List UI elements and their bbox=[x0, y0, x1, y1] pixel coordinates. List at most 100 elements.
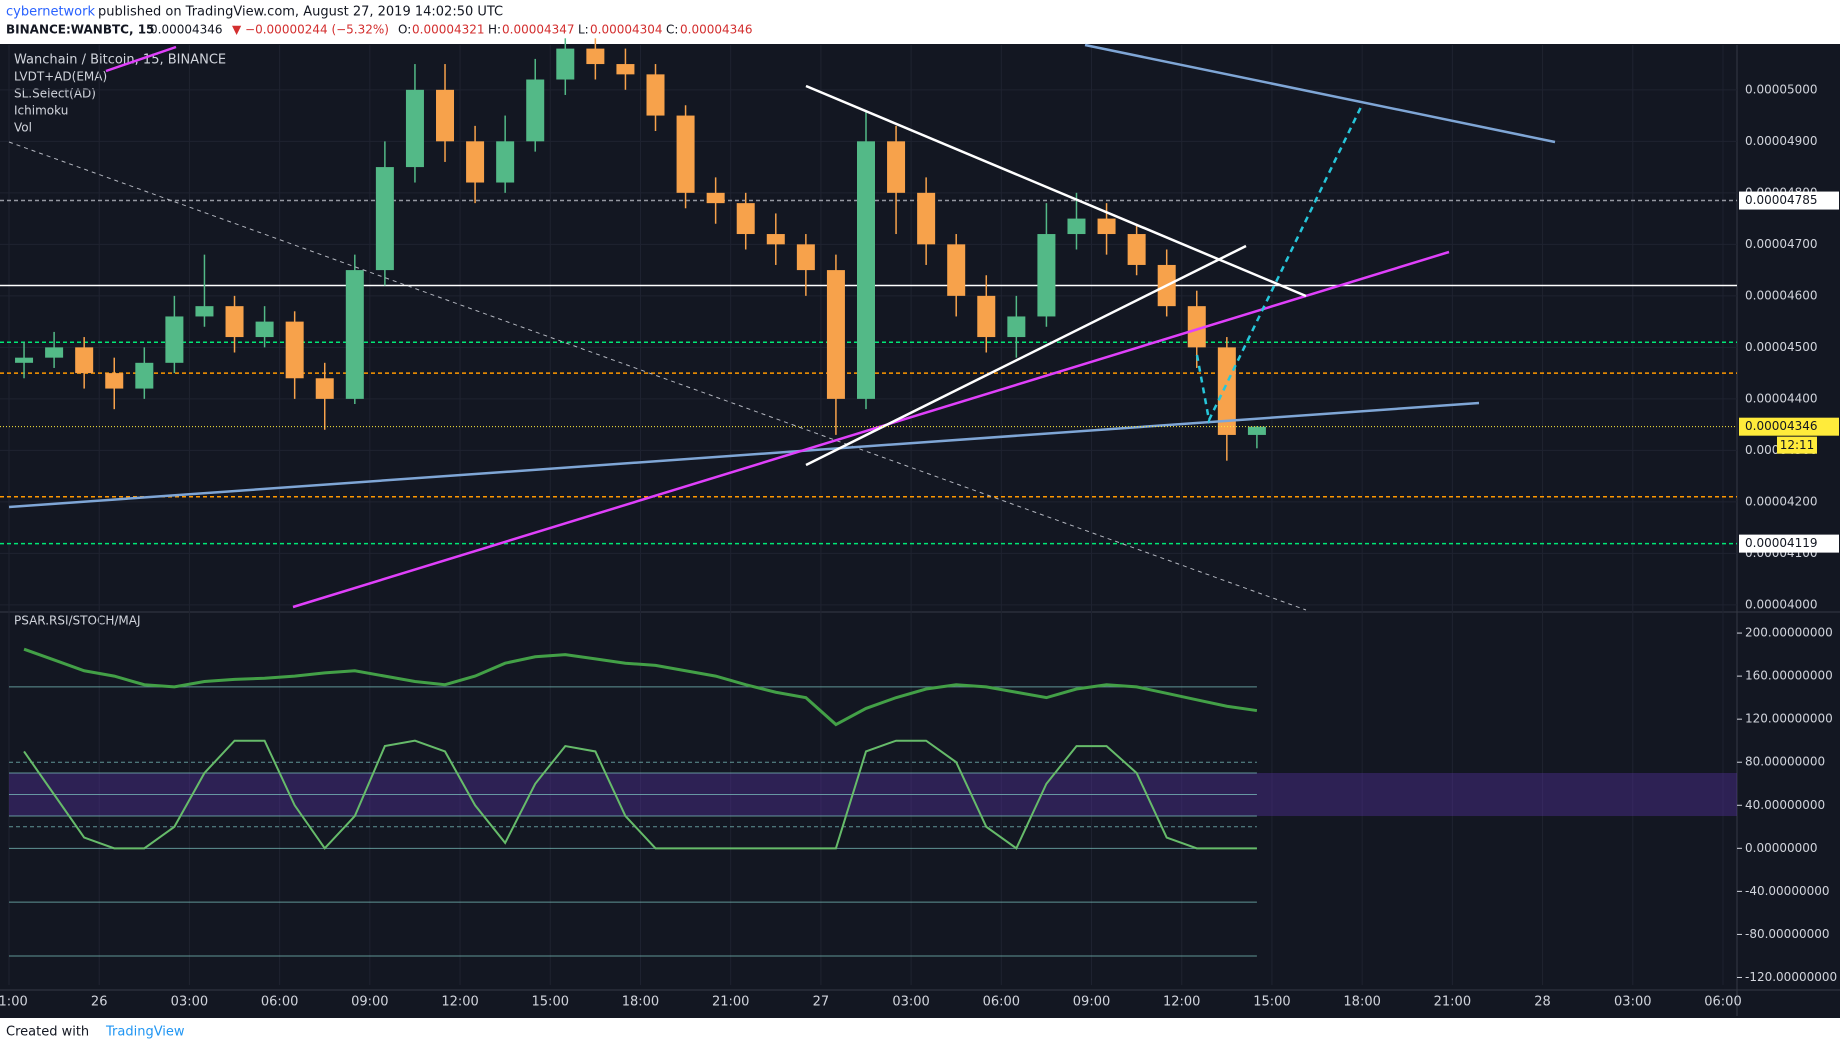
x-tick-label: 21:00 bbox=[0, 995, 28, 1010]
candle-body bbox=[917, 192, 936, 245]
x-tick-label: 21:00 bbox=[712, 995, 749, 1010]
x-tick-label: 09:00 bbox=[351, 995, 388, 1010]
x-tick-label: 15:00 bbox=[532, 995, 569, 1010]
x-tick-label: 03:00 bbox=[1614, 995, 1651, 1010]
candle-body bbox=[947, 244, 966, 296]
candle-body bbox=[586, 48, 605, 65]
candle-body bbox=[766, 234, 785, 245]
legend: Wanchain / Bitcoin, 15, BINANCE LVDT+AD(… bbox=[14, 53, 226, 628]
chart-area bbox=[0, 44, 1840, 1018]
x-tick-label: 26 bbox=[91, 995, 108, 1010]
y-tick-label: -80.00000000 bbox=[1745, 927, 1830, 941]
indicator-name: SL.Select(AD) bbox=[14, 87, 96, 101]
author[interactable]: cybernetwork bbox=[6, 5, 95, 20]
trend-line bbox=[105, 45, 177, 73]
candle-body bbox=[736, 203, 755, 235]
candle-body bbox=[616, 64, 635, 75]
o: 0.00004321 bbox=[412, 23, 485, 37]
candle-body bbox=[1067, 218, 1086, 235]
candle-body bbox=[977, 295, 996, 338]
l-label: L: bbox=[578, 23, 589, 37]
trend-line bbox=[8, 141, 1307, 611]
candle-body bbox=[887, 141, 906, 193]
candles bbox=[15, 38, 1266, 461]
candle-body bbox=[1097, 218, 1116, 235]
x-tick-label: 28 bbox=[1534, 995, 1551, 1010]
trend-line bbox=[1084, 43, 1556, 144]
candle-body bbox=[15, 357, 34, 363]
candle-body bbox=[646, 74, 665, 116]
y-tick-label: 0.00004200 bbox=[1745, 494, 1818, 508]
candle-body bbox=[1127, 234, 1146, 265]
trend-line bbox=[805, 244, 1247, 467]
x-tick-label: 18:00 bbox=[622, 995, 659, 1010]
h-label: H: bbox=[488, 23, 501, 37]
y-tick-label: 0.00004000 bbox=[1745, 597, 1818, 611]
c: 0.00004346 bbox=[680, 23, 753, 37]
brand[interactable]: TradingView bbox=[105, 1025, 185, 1040]
indicator-name: Ichimoku bbox=[14, 104, 68, 118]
level-label: 0.00004119 bbox=[1745, 536, 1818, 550]
countdown-tag bbox=[1777, 436, 1817, 454]
candle-body bbox=[706, 192, 725, 204]
x-tick-label: 27 bbox=[813, 995, 830, 1010]
created: Created with bbox=[6, 1025, 89, 1040]
candle-body bbox=[796, 244, 815, 271]
trend-line bbox=[805, 84, 1307, 298]
candle-body bbox=[75, 347, 94, 374]
footer: Created with TradingView bbox=[6, 1025, 185, 1040]
candle-body bbox=[375, 167, 394, 271]
candle-body bbox=[1007, 316, 1026, 338]
x-tick-label: 03:00 bbox=[892, 995, 929, 1010]
y-tick-label: 0.00004600 bbox=[1745, 288, 1818, 302]
candle-body bbox=[225, 306, 244, 338]
last-price-label: 0.00004346 bbox=[1745, 419, 1818, 433]
c-label: C: bbox=[666, 23, 678, 37]
candle-body bbox=[165, 316, 184, 363]
indicator-title: PSAR.RSI/STOCH/MAJ bbox=[14, 614, 141, 628]
candle-body bbox=[826, 270, 845, 399]
y-tick-label: 40.00000000 bbox=[1745, 798, 1825, 812]
y-tick-label: -120.00000000 bbox=[1745, 970, 1837, 984]
y-tick-label: 0.00004700 bbox=[1745, 237, 1818, 251]
candle-body bbox=[856, 141, 875, 399]
o-label: O: bbox=[398, 23, 411, 37]
candle-body bbox=[45, 347, 64, 358]
candle-body bbox=[405, 89, 424, 168]
y-tick-label: 160.00000000 bbox=[1745, 669, 1833, 683]
symbol: BINANCE:WANBTC, 15 bbox=[6, 23, 154, 37]
chart-title: Wanchain / Bitcoin, 15, BINANCE bbox=[14, 53, 226, 68]
y-tick-label: 80.00000000 bbox=[1745, 755, 1825, 769]
y-tick-label: 0.00004500 bbox=[1745, 340, 1818, 354]
candle-body bbox=[1037, 234, 1056, 317]
level-tag bbox=[1739, 534, 1839, 553]
level-tag bbox=[1739, 191, 1839, 210]
y-tick-label: 0.00005000 bbox=[1745, 82, 1818, 96]
candle-body bbox=[496, 141, 515, 183]
x-tick-label: 03:00 bbox=[171, 995, 208, 1010]
x-tick-label: 12:00 bbox=[1163, 995, 1200, 1010]
y-tick-label: 200.00000000 bbox=[1745, 626, 1833, 640]
indicator-name: LVDT+AD(EMA) bbox=[14, 70, 107, 84]
x-tick-label: 06:00 bbox=[1704, 995, 1741, 1010]
x-tick-label: 15:00 bbox=[1253, 995, 1290, 1010]
candle-body bbox=[436, 89, 455, 142]
candle-body bbox=[195, 306, 214, 317]
price: 0.00004346 bbox=[150, 23, 223, 37]
x-tick-label: 18:00 bbox=[1343, 995, 1380, 1010]
last-price-tag bbox=[1739, 417, 1839, 436]
y-tick-label: 0.00004900 bbox=[1745, 134, 1818, 148]
candle-body bbox=[1217, 347, 1236, 435]
indicator-line bbox=[23, 739, 1257, 850]
trend-line bbox=[8, 401, 1480, 509]
y-tick-label: 0.00004400 bbox=[1745, 391, 1818, 405]
trend-line bbox=[292, 250, 1450, 609]
x-tick-label: 06:00 bbox=[983, 995, 1020, 1010]
candle-body bbox=[466, 141, 485, 183]
x-tick-label: 21:00 bbox=[1434, 995, 1471, 1010]
candle-body bbox=[1247, 426, 1266, 435]
x-tick-label: 09:00 bbox=[1073, 995, 1110, 1010]
indicator-line bbox=[23, 647, 1258, 727]
y-tick-label: 120.00000000 bbox=[1745, 712, 1833, 726]
candle-body bbox=[285, 321, 304, 379]
